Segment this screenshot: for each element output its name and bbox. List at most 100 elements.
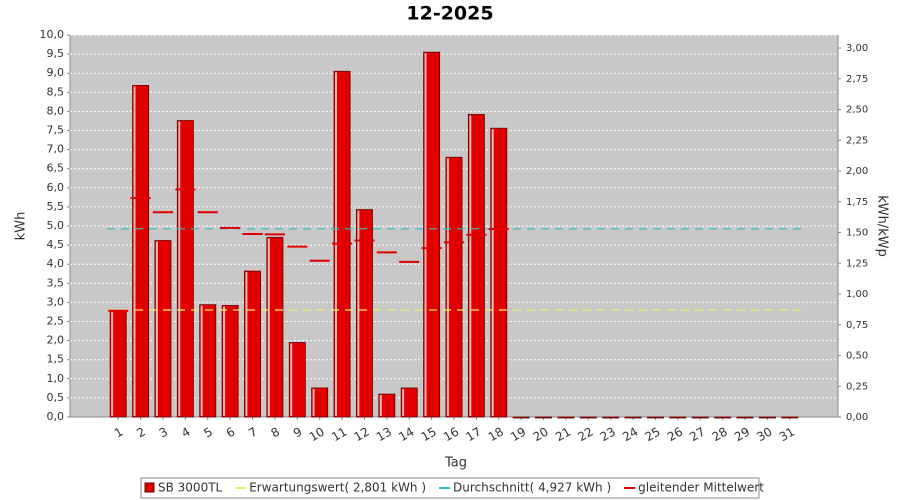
x-tick-label: 21 (553, 425, 573, 445)
x-tick-label: 23 (598, 425, 618, 445)
bar-highlight (379, 395, 382, 416)
y-tick-label: 4,0 (47, 257, 65, 270)
y2-tick-label: 2,25 (846, 135, 868, 146)
bar (647, 416, 664, 419)
bar-highlight (290, 343, 293, 416)
y2-tick-label: 1,50 (846, 228, 868, 239)
x-tick-label: 18 (486, 425, 506, 445)
y-tick-label: 8,5 (47, 85, 65, 98)
bar-highlight (155, 241, 158, 416)
y-tick-label: 6,0 (47, 181, 65, 194)
bar (758, 416, 776, 419)
x-tick-label: 30 (754, 425, 774, 445)
x-tick-label: 25 (642, 425, 662, 445)
y2-tick-label: 1,75 (846, 197, 868, 208)
x-tick-label: 26 (665, 425, 685, 445)
bar (490, 127, 508, 418)
y-tick-label: 5,0 (47, 219, 65, 232)
bar (535, 416, 553, 419)
bar-highlight (357, 210, 360, 416)
x-tick-label: 24 (620, 425, 640, 445)
x-tick-label: 31 (777, 425, 797, 445)
y-tick-label: 7,5 (47, 124, 65, 137)
bar-highlight (111, 311, 114, 416)
bar (669, 416, 687, 419)
bar-highlight (245, 272, 248, 416)
bar-highlight (267, 238, 270, 416)
bar (423, 51, 441, 418)
y-tick-label: 7,0 (47, 143, 65, 156)
legend-label: gleitender Mittelwert (638, 481, 764, 495)
legend-label: Durchschnitt( 4,927 kWh ) (453, 481, 611, 495)
bar-highlight (178, 121, 181, 417)
bar (154, 240, 172, 418)
bar (311, 387, 329, 418)
bar-highlight (469, 115, 472, 417)
legend-swatch (144, 482, 155, 493)
y-tick-label: 0,0 (47, 410, 65, 423)
y-tick-label: 9,5 (47, 47, 65, 60)
bar (624, 416, 642, 419)
bar-highlight (491, 129, 494, 416)
bar-highlight (133, 86, 136, 416)
bar (221, 305, 239, 418)
y2-tick-label: 0,50 (846, 351, 868, 362)
x-tick-label: 19 (508, 425, 528, 445)
bar (355, 209, 373, 418)
y-tick-label: 3,0 (47, 295, 65, 308)
bar-highlight (446, 158, 449, 417)
x-tick-label: 2 (134, 425, 148, 441)
y-tick-label: 9,0 (47, 66, 65, 79)
x-tick-label: 15 (419, 425, 439, 445)
x-tick-label: 1 (112, 425, 126, 441)
bar (132, 85, 150, 418)
bar (378, 393, 396, 418)
bar (512, 416, 530, 419)
bar (199, 304, 217, 418)
x-tick-label: 13 (374, 425, 394, 445)
x-axis-title: Tag (444, 456, 467, 471)
bar (602, 416, 620, 419)
x-tick-label: 7 (246, 425, 260, 441)
y-tick-label: 1,0 (47, 372, 65, 385)
y2-tick-label: 3,00 (846, 43, 868, 54)
y-tick-label: 2,0 (47, 334, 65, 347)
y2-tick-label: 2,75 (846, 74, 868, 85)
bar-highlight (312, 388, 315, 416)
y-tick-label: 10,0 (40, 28, 65, 41)
y-tick-label: 0,5 (47, 391, 65, 404)
y-tick-label: 1,5 (47, 353, 65, 366)
x-tick-label: 17 (463, 425, 483, 445)
y2-tick-label: 1,25 (846, 258, 868, 269)
x-tick-label: 9 (291, 425, 305, 441)
x-tick-label: 22 (575, 425, 595, 445)
bar-highlight (200, 305, 203, 416)
y-axis-title: kWh (14, 212, 29, 241)
y2-tick-label: 1,00 (846, 289, 868, 300)
bar (557, 416, 575, 419)
y2-tick-label: 2,00 (846, 166, 868, 177)
bar (445, 156, 463, 418)
y2-tick-label: 0,25 (846, 381, 868, 392)
y2-tick-label: 2,50 (846, 105, 868, 116)
x-tick-label: 6 (224, 425, 238, 441)
chart-title: 12-2025 (406, 3, 493, 25)
x-tick-label: 11 (329, 425, 349, 445)
y2-tick-label: 0,00 (846, 412, 868, 423)
bar (400, 387, 418, 418)
bar (736, 416, 754, 419)
bar (691, 416, 709, 419)
x-tick-label: 14 (396, 425, 416, 445)
y-tick-label: 4,5 (47, 238, 65, 251)
x-tick-label: 12 (351, 425, 371, 445)
x-tick-label: 5 (201, 425, 215, 441)
bar (288, 342, 306, 418)
y-tick-label: 8,0 (47, 104, 65, 117)
bar-highlight (402, 388, 405, 416)
y2-tick-label: 0,75 (846, 320, 868, 331)
x-tick-label: 20 (531, 425, 551, 445)
bar-highlight (424, 53, 427, 416)
bar (714, 416, 732, 419)
legend-label: Erwartungswert( 2,801 kWh ) (249, 481, 426, 495)
y-tick-label: 5,5 (47, 200, 65, 213)
